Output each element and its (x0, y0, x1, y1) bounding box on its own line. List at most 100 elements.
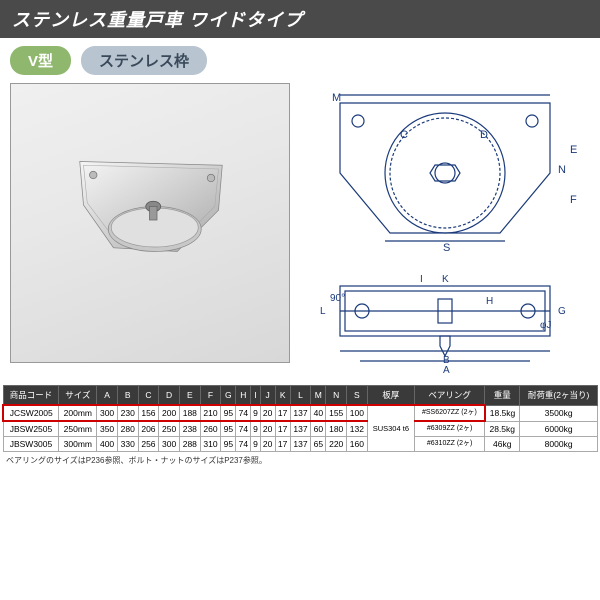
cell-G: 95 (221, 421, 236, 437)
th-18: ベアリング (415, 386, 485, 406)
th-13: L (290, 386, 311, 406)
cell-N: 180 (326, 421, 347, 437)
th-2: A (97, 386, 118, 406)
cell-J: 20 (260, 421, 275, 437)
cell-weight: 18.5kg (485, 405, 520, 421)
cell-L: 137 (290, 421, 311, 437)
th-12: K (275, 386, 290, 406)
th-14: M (311, 386, 326, 406)
cell-D: 250 (159, 421, 180, 437)
label-I: I (420, 274, 423, 285)
th-11: J (260, 386, 275, 406)
label-L: L (320, 306, 326, 317)
th-8: G (221, 386, 236, 406)
cell-M: 65 (311, 437, 326, 452)
page-title: ステンレス重量戸車 ワイドタイプ (0, 0, 600, 38)
label-N: N (558, 164, 566, 176)
cell-S: 132 (347, 421, 368, 437)
cell-K: 17 (275, 405, 290, 421)
cell-size: 300mm (59, 437, 97, 452)
cell-B: 330 (117, 437, 138, 452)
th-15: N (326, 386, 347, 406)
cell-B: 280 (117, 421, 138, 437)
th-7: F (200, 386, 221, 406)
cell-code: JBSW2505 (3, 421, 59, 437)
cell-D: 200 (159, 405, 180, 421)
th-17: 板厚 (367, 386, 414, 406)
cell-code: JCSW2005 (3, 405, 59, 421)
table-row: JBSW2505250mm350280206250238260957492017… (3, 421, 598, 437)
cell-bearing: #6310ZZ (2ヶ) (415, 437, 485, 452)
cell-A: 350 (97, 421, 118, 437)
cell-load: 3500kg (520, 405, 598, 421)
cell-E: 288 (179, 437, 200, 452)
th-19: 重量 (485, 386, 520, 406)
th-5: D (159, 386, 180, 406)
cell-H: 74 (236, 421, 251, 437)
cell-E: 188 (179, 405, 200, 421)
cell-B: 230 (117, 405, 138, 421)
diagram-side-view: M C D S E N F (300, 83, 590, 258)
cell-F: 310 (200, 437, 221, 452)
th-0: 商品コード (3, 386, 59, 406)
cell-D: 300 (159, 437, 180, 452)
cell-I: 9 (251, 437, 260, 452)
cell-load: 8000kg (520, 437, 598, 452)
th-6: E (179, 386, 200, 406)
th-20: 耐荷重(2ヶ当り) (520, 386, 598, 406)
label-F: F (570, 194, 577, 206)
th-3: B (117, 386, 138, 406)
label-E: E (570, 144, 577, 156)
cell-F: 260 (200, 421, 221, 437)
cell-G: 95 (221, 437, 236, 452)
table-row: JCSW2005200mm300230156200188210957492017… (3, 405, 598, 421)
cell-size: 250mm (59, 421, 97, 437)
cell-weight: 28.5kg (485, 421, 520, 437)
th-1: サイズ (59, 386, 97, 406)
cell-L: 137 (290, 405, 311, 421)
cell-bearing: #6309ZZ (2ヶ) (415, 421, 485, 437)
cell-size: 200mm (59, 405, 97, 421)
cell-S: 100 (347, 405, 368, 421)
label-S: S (443, 242, 450, 253)
label-90: 90° (330, 293, 345, 304)
footnote: ベアリングのサイズはP236参照、ボルト・ナットのサイズはP237参照。 (0, 452, 600, 469)
th-10: I (251, 386, 260, 406)
badge-v-type: V型 (10, 46, 71, 75)
cell-M: 40 (311, 405, 326, 421)
label-A: A (443, 365, 450, 376)
cell-S: 160 (347, 437, 368, 452)
cell-J: 20 (260, 437, 275, 452)
label-G: G (558, 306, 566, 317)
th-9: H (236, 386, 251, 406)
cell-code: JBSW3005 (3, 437, 59, 452)
cell-M: 60 (311, 421, 326, 437)
label-D: D (480, 129, 488, 141)
badge-row: V型 ステンレス枠 (0, 38, 600, 83)
table-row: JBSW3005300mm400330256300288310957492017… (3, 437, 598, 452)
spec-table: 商品コードサイズABCDEFGHIJKLMNS板厚ベアリング重量耐荷重(2ヶ当り… (2, 385, 598, 452)
label-C: C (400, 129, 408, 141)
cell-K: 17 (275, 421, 290, 437)
spec-table-wrap: 商品コードサイズABCDEFGHIJKLMNS板厚ベアリング重量耐荷重(2ヶ当り… (0, 381, 600, 452)
label-B: B (443, 355, 450, 366)
cell-N: 155 (326, 405, 347, 421)
cell-weight: 46kg (485, 437, 520, 452)
cell-E: 238 (179, 421, 200, 437)
th-4: C (138, 386, 159, 406)
cell-K: 17 (275, 437, 290, 452)
cell-H: 74 (236, 405, 251, 421)
label-H: H (486, 296, 493, 307)
label-phiJ: φJ (540, 320, 551, 331)
cell-F: 210 (200, 405, 221, 421)
cell-A: 300 (97, 405, 118, 421)
label-M: M (332, 92, 341, 104)
cell-H: 74 (236, 437, 251, 452)
cell-plate-thickness: SUS304 t6 (367, 405, 414, 452)
cell-load: 6000kg (520, 421, 598, 437)
product-photo (10, 83, 290, 363)
cell-C: 256 (138, 437, 159, 452)
diagram-top-view: L 90° I K H φJ G A B (300, 266, 590, 381)
cell-I: 9 (251, 421, 260, 437)
cell-C: 156 (138, 405, 159, 421)
